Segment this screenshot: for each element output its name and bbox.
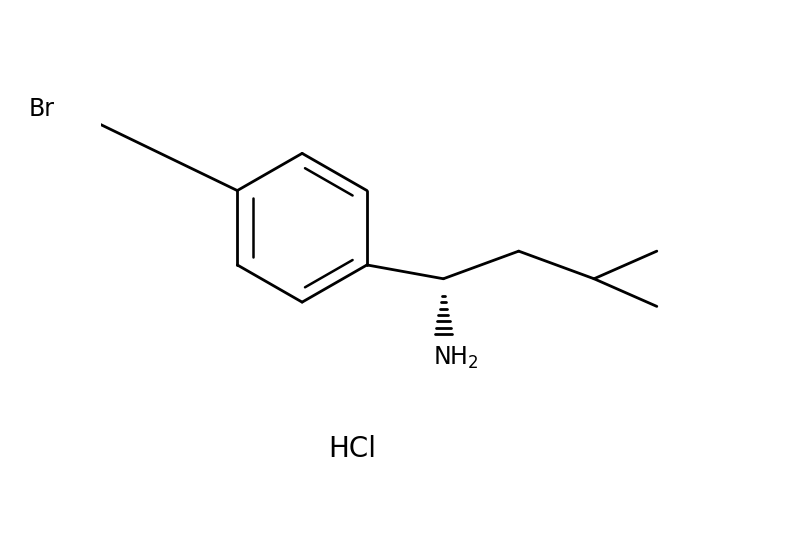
Text: HCl: HCl xyxy=(328,435,377,463)
Text: Br: Br xyxy=(28,97,54,121)
Text: NH$_2$: NH$_2$ xyxy=(433,344,479,371)
